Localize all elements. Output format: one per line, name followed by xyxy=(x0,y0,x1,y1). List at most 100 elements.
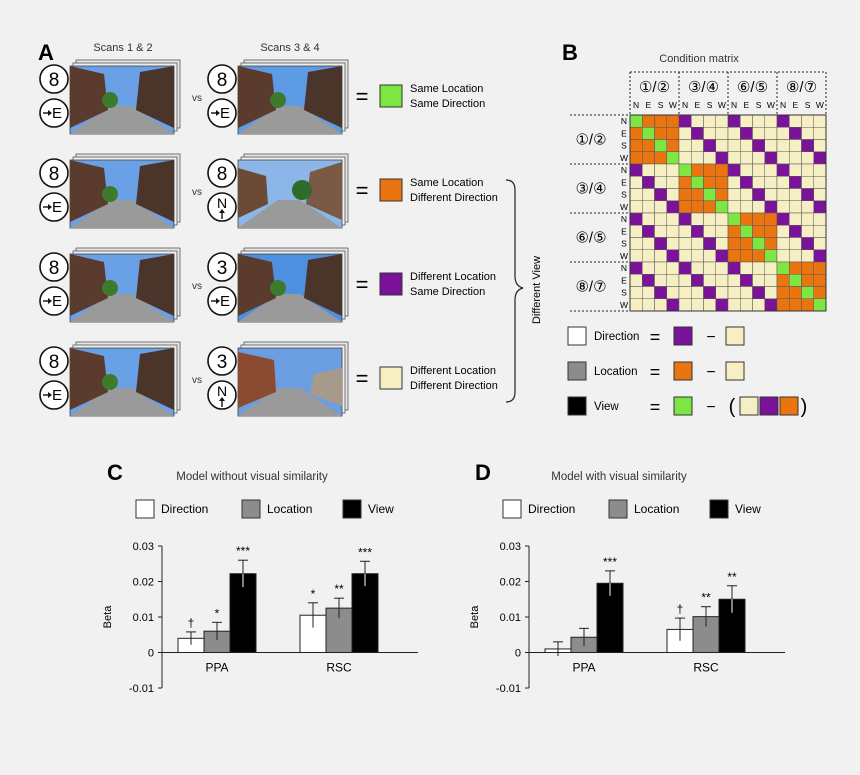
matrix-cell xyxy=(752,225,765,238)
matrix-cell xyxy=(789,286,802,299)
matrix-cell xyxy=(727,127,741,140)
row4-left-photo-tree xyxy=(102,374,118,390)
y-tick-label: 0.03 xyxy=(500,541,521,553)
matrix-cell xyxy=(678,127,692,140)
row4-right-badge-id-circle xyxy=(207,346,237,376)
row4-left-badge-dir-circle xyxy=(39,380,69,410)
row2-right-badge-dir: N xyxy=(217,195,227,211)
matrix-cell xyxy=(727,274,741,287)
matrix-cell xyxy=(654,212,667,226)
matrix-cell xyxy=(813,237,827,250)
row3-right-badge-dir-circle xyxy=(207,286,237,316)
significance-marker: ** xyxy=(701,591,711,605)
row-direction-label: N xyxy=(621,214,627,224)
column-direction-label: N xyxy=(682,100,688,110)
matrix-cell xyxy=(654,163,667,177)
matrix-cell xyxy=(629,249,643,263)
matrix-cell xyxy=(703,237,716,250)
matrix-cell xyxy=(629,212,643,226)
matrix-cell xyxy=(727,298,741,312)
column-direction-label: W xyxy=(767,100,775,110)
matrix-cell xyxy=(752,286,765,299)
row3-right-photo-tree xyxy=(270,280,286,296)
matrix-cell xyxy=(764,188,778,201)
matrix-cell xyxy=(740,225,753,238)
matrix-cell xyxy=(727,286,741,299)
y-tick-label: 0.03 xyxy=(133,541,154,553)
matrix-cell xyxy=(752,127,765,140)
matrix-cell xyxy=(715,261,729,275)
matrix-cell xyxy=(776,188,790,201)
matrix-cell xyxy=(654,286,667,299)
matrix-cell xyxy=(727,225,741,238)
matrix-cell xyxy=(813,151,827,165)
arrow-head-icon xyxy=(48,204,52,210)
row3-right-photo-building-right xyxy=(304,254,342,316)
legend-location-swatch xyxy=(608,499,628,519)
y-tick-label: 0.01 xyxy=(133,612,154,624)
panel-c: C Model without visual similarity Directi… xyxy=(102,460,418,695)
matrix-cell xyxy=(666,200,680,214)
row3-left-photo xyxy=(69,247,181,323)
matrix-cell xyxy=(715,274,729,287)
row-group-label: ①/② xyxy=(575,132,606,149)
row2-left-badge-dir-circle xyxy=(39,192,69,222)
row4-condition-line2: Different Direction xyxy=(410,380,498,392)
matrix-cell xyxy=(691,200,704,214)
row3-right-badge: 3E xyxy=(207,252,237,316)
legend-location-swatch xyxy=(567,361,587,381)
row1-left-badge-id: 8 xyxy=(49,70,60,91)
matrix-cell xyxy=(654,151,667,165)
row1-right-photo-tree xyxy=(270,92,286,108)
matrix-cell xyxy=(740,249,753,263)
y-tick-label: -0.01 xyxy=(496,683,521,695)
matrix-cell xyxy=(789,249,802,263)
matrix-cell xyxy=(666,114,680,128)
matrix-cell xyxy=(666,127,680,140)
matrix-cell xyxy=(703,151,716,165)
matrix-cell xyxy=(740,237,753,250)
row4-right-badge: 3N xyxy=(207,346,237,410)
matrix-cell xyxy=(654,114,667,128)
matrix-cell xyxy=(666,274,680,287)
matrix-cell xyxy=(764,212,778,226)
matrix-cell xyxy=(764,163,778,177)
row-direction-label: W xyxy=(620,202,628,212)
matrix-cell xyxy=(776,200,790,214)
legend-direction-swatch xyxy=(502,499,522,519)
row2-right-badge-dir-circle xyxy=(207,192,237,222)
row4-left-badge-id: 8 xyxy=(49,352,60,373)
matrix-cell xyxy=(813,176,827,189)
row-direction-label: N xyxy=(621,165,627,175)
matrix-cell xyxy=(678,200,692,214)
legend-direction-label: Direction xyxy=(594,331,639,343)
panel-d: D Model with visual similarity Direction L… xyxy=(469,460,785,695)
matrix-cell xyxy=(752,298,765,312)
column-direction-label: S xyxy=(707,100,713,110)
row1-condition-swatch xyxy=(379,84,403,108)
matrix-cell xyxy=(752,176,765,189)
legend-view-swatch xyxy=(342,499,362,519)
matrix-cell xyxy=(678,163,692,177)
matrix-cell xyxy=(813,127,827,140)
matrix-cell xyxy=(654,237,667,250)
legend-term-b-swatch xyxy=(725,361,745,381)
significance-marker: *** xyxy=(358,545,372,559)
panel-c-letter: C xyxy=(107,460,123,485)
matrix-cell xyxy=(776,298,790,312)
column-direction-label: W xyxy=(669,100,677,110)
legend-term-b-swatch xyxy=(725,326,745,346)
matrix-cell xyxy=(801,212,814,226)
matrix-cell xyxy=(678,212,692,226)
matrix-cell xyxy=(642,188,655,201)
matrix-cell xyxy=(691,298,704,312)
row4-right-badge-dir: N xyxy=(217,383,227,399)
matrix-cell xyxy=(764,139,778,152)
matrix-cell xyxy=(752,249,765,263)
matrix-cell xyxy=(715,200,729,214)
matrix-cell xyxy=(740,139,753,152)
matrix-cell xyxy=(727,163,741,177)
y-axis-label: Beta xyxy=(469,605,481,629)
matrix-cell xyxy=(740,151,753,165)
